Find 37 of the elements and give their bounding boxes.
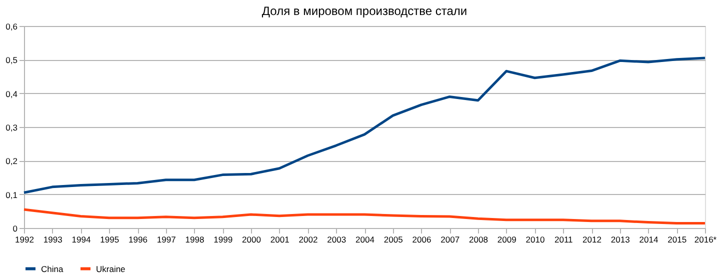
x-tick-label: 2006 [412, 234, 432, 244]
x-tick-label: 2005 [384, 234, 404, 244]
x-tick-label: 2015 [668, 234, 687, 244]
y-tick-label: 0,1 [6, 190, 18, 200]
x-tick-label: 1998 [185, 234, 204, 244]
y-tick-label: 0,5 [6, 55, 18, 66]
x-tick-label: 2008 [469, 234, 488, 244]
legend-label: Ukraine [96, 264, 126, 274]
line-series [22, 56, 706, 194]
x-tick-label: 2012 [582, 234, 602, 244]
x-tick-label: 2007 [440, 234, 460, 244]
x-tick-label: 1992 [15, 234, 34, 244]
x-tick-label: 2004 [356, 234, 375, 244]
line-series [22, 208, 706, 225]
x-tick-label: 1994 [72, 234, 91, 244]
x-tick-label: 2013 [610, 234, 630, 244]
legend-label: China [41, 264, 64, 274]
x-tick-label: 1995 [100, 234, 120, 244]
x-tick-label: 2002 [298, 234, 318, 244]
y-tick-label: 0 [12, 224, 18, 234]
x-tick-label: 2000 [242, 234, 262, 244]
x-tick-label: 2014 [639, 234, 658, 244]
x-tick-label: 1999 [214, 234, 233, 244]
x-tick-label: 2003 [327, 234, 346, 244]
y-tick-label: 0,6 [6, 22, 18, 32]
x-tick-label: 2001 [270, 234, 290, 244]
x-tick-label: 2016* [694, 234, 718, 244]
x-tick-label: 1993 [43, 234, 63, 244]
x-tick-label: 1996 [128, 234, 148, 244]
x-tick-label: 2010 [526, 234, 545, 244]
chart-title: Доля в мировом производстве стали [262, 4, 468, 18]
y-tick-label: 0,2 [6, 156, 18, 166]
x-tick-label: 1997 [156, 234, 176, 244]
x-tick-label: 2011 [554, 234, 574, 244]
y-tick-label: 0,3 [6, 122, 18, 132]
x-tick-label: 2009 [497, 234, 517, 244]
y-tick-label: 0,4 [6, 88, 18, 99]
